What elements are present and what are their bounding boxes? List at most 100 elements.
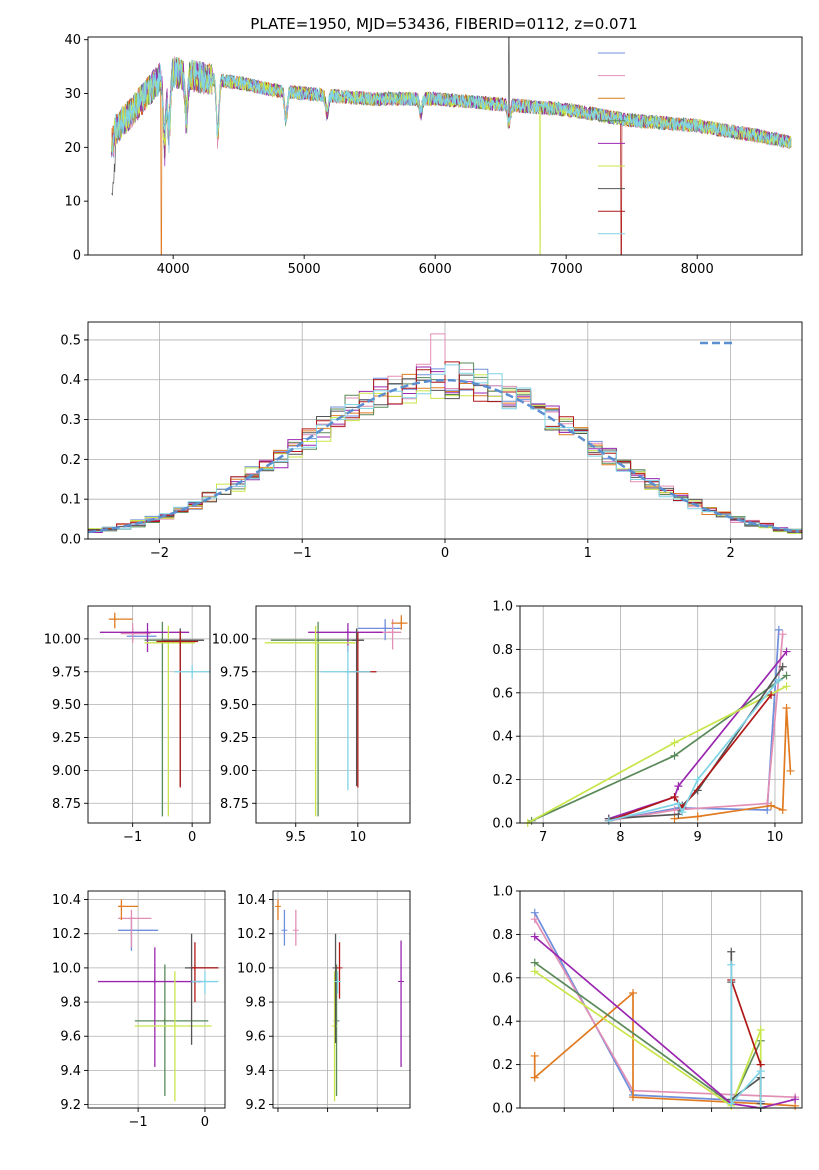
point-marker-0 xyxy=(382,625,389,632)
y-tick-label: 10.4 xyxy=(237,893,266,908)
x-tick-label: −1 xyxy=(293,546,312,561)
series-line-4 xyxy=(534,935,796,1109)
point-marker-8 xyxy=(189,668,196,675)
series-marker-2 xyxy=(767,801,776,810)
plot-area-massweight_vs_Z xyxy=(530,908,800,1112)
y-tick-label: 0.0 xyxy=(492,817,513,832)
point-marker-4 xyxy=(151,978,158,985)
y-tick-label: 10.2 xyxy=(237,927,266,942)
series-line-0 xyxy=(533,912,761,1103)
x-tick-label: 8 xyxy=(616,830,624,845)
x-tick-label: 5000 xyxy=(288,262,321,277)
x-tick-label: −2 xyxy=(150,546,169,561)
x-tick-label: 6000 xyxy=(419,262,452,277)
panel-spectrum: 4000 5000 6000 7000 8000 0 10 20 30 40 xyxy=(64,33,803,277)
y-tick-label: 0.3 xyxy=(60,413,81,428)
x-tick-label: 7 xyxy=(539,830,547,845)
y-tick-label: 0.8 xyxy=(492,643,513,658)
x-tick-label: 9 xyxy=(694,830,702,845)
y-tick-label: 10.00 xyxy=(44,632,81,647)
series-marker-2 xyxy=(786,766,795,775)
series-marker-1 xyxy=(530,915,539,924)
series-marker-2 xyxy=(782,703,791,712)
axes-frame xyxy=(519,890,803,1109)
y-tick-label: 40 xyxy=(64,33,81,48)
x-tick-label: 0 xyxy=(441,546,449,561)
series-marker-8 xyxy=(604,816,613,825)
y-tick-label: 9.8 xyxy=(245,996,266,1011)
y-tick-label: 10.0 xyxy=(237,961,266,976)
series-line-5 xyxy=(534,970,762,1108)
panel-massweight_vs_Z: 0.0 0.2 0.4 0.6 0.8 1.0 xyxy=(492,885,803,1117)
point-marker-5 xyxy=(331,1022,338,1029)
point-marker-1 xyxy=(292,927,299,934)
x-tick-label: 0 xyxy=(201,1115,209,1130)
y-tick-label: 1.0 xyxy=(492,885,513,900)
point-marker-5 xyxy=(312,639,319,646)
point-marker-0 xyxy=(281,927,288,934)
x-tick-label: 7000 xyxy=(550,262,583,277)
plot-area-massweight_vs_age xyxy=(523,625,795,827)
series-marker-1 xyxy=(670,805,679,814)
y-tick-label: 0.6 xyxy=(492,686,513,701)
y-tick-label: 0 xyxy=(73,249,81,264)
point-marker-4 xyxy=(144,629,151,636)
point-marker-3 xyxy=(161,1017,168,1024)
series-line-8 xyxy=(608,679,780,822)
point-marker-8 xyxy=(201,978,208,985)
x-tick-label: 10 xyxy=(350,830,367,845)
y-tick-label: 9.25 xyxy=(220,731,249,746)
point-marker-7 xyxy=(336,964,343,971)
x-tick-label: 10 xyxy=(767,830,784,845)
y-tick-label: 10 xyxy=(64,195,81,210)
axes-frame xyxy=(255,605,411,824)
plot-area-age_vs_mass xyxy=(264,615,408,817)
y-tick-label: 10.00 xyxy=(212,632,249,647)
x-tick-label: 2 xyxy=(726,546,734,561)
series-marker-4 xyxy=(791,1095,800,1104)
series-marker-3 xyxy=(782,671,791,680)
y-tick-label: 0.4 xyxy=(60,373,81,388)
point-marker-2 xyxy=(398,620,405,627)
y-tick-label: 0.2 xyxy=(492,773,513,788)
plot-area-residuals xyxy=(87,333,802,534)
y-tick-label: 9.2 xyxy=(60,1098,81,1113)
x-tick-label: 8000 xyxy=(681,262,714,277)
series-marker-2 xyxy=(628,988,637,997)
y-tick-label: 9.8 xyxy=(60,996,81,1011)
x-tick-label: 1 xyxy=(584,546,592,561)
y-tick-label: 0.1 xyxy=(60,493,81,508)
y-tick-label: 0.0 xyxy=(492,1102,513,1117)
series-marker-2 xyxy=(778,805,787,814)
spectrum-line-7 xyxy=(111,57,792,255)
point-marker-1 xyxy=(129,630,136,637)
series-marker-4 xyxy=(782,647,791,656)
point-marker-8 xyxy=(334,978,341,985)
series-marker-5 xyxy=(670,738,679,747)
series-marker-8 xyxy=(678,808,687,817)
plot-area-mass_vs_EBV xyxy=(274,899,405,1102)
figure-title: PLATE=1950, MJD=53436, FIBERID=0112, z=0… xyxy=(250,15,637,33)
y-tick-label: 9.75 xyxy=(220,665,249,680)
point-marker-1 xyxy=(128,915,135,922)
axes-frame xyxy=(87,605,211,824)
point-marker-6 xyxy=(353,637,360,644)
y-tick-label: 0.0 xyxy=(60,533,81,548)
panel-age_vs_Z: −1 0 8.75 9.00 9.25 9.50 9.75 10.00 xyxy=(44,605,211,845)
y-tick-label: 9.4 xyxy=(60,1064,81,1079)
x-tick-label: −1 xyxy=(129,1115,148,1130)
y-tick-label: 9.6 xyxy=(60,1030,81,1045)
y-tick-label: 0.2 xyxy=(60,453,81,468)
point-marker-2 xyxy=(118,903,125,910)
gaussian-curve xyxy=(87,378,800,534)
point-marker-4 xyxy=(344,629,351,636)
series-line-6 xyxy=(730,951,762,1104)
point-marker-2 xyxy=(274,903,281,910)
y-tick-label: 10.2 xyxy=(52,927,81,942)
series-marker-8 xyxy=(693,775,702,784)
spectrum-line-5 xyxy=(111,56,792,255)
point-marker-8 xyxy=(344,668,351,675)
series-marker-8 xyxy=(674,799,683,808)
y-tick-label: 20 xyxy=(64,141,81,156)
axes-frame xyxy=(272,890,411,1109)
